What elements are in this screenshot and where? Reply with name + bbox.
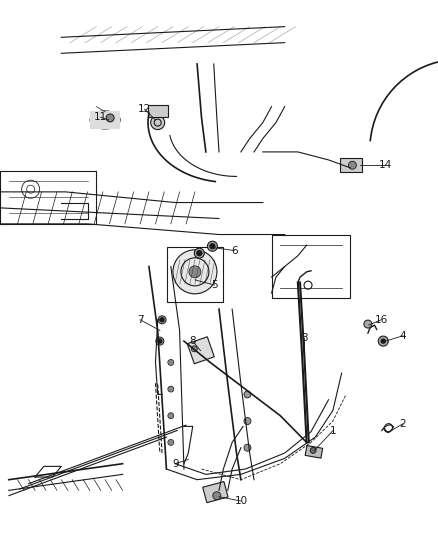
Text: 3: 3 xyxy=(301,334,308,343)
Polygon shape xyxy=(187,337,214,364)
Circle shape xyxy=(244,391,251,398)
Circle shape xyxy=(244,417,251,425)
Circle shape xyxy=(310,447,316,454)
Circle shape xyxy=(244,444,251,451)
Text: 6: 6 xyxy=(231,246,238,255)
Circle shape xyxy=(197,251,202,256)
Circle shape xyxy=(348,161,357,169)
Text: 5: 5 xyxy=(211,280,218,290)
Circle shape xyxy=(364,320,372,328)
Text: 11: 11 xyxy=(94,112,107,122)
Circle shape xyxy=(210,244,215,249)
Circle shape xyxy=(208,241,217,251)
Text: 12: 12 xyxy=(138,104,151,114)
Text: 8: 8 xyxy=(189,336,196,346)
Bar xyxy=(203,481,228,503)
Circle shape xyxy=(156,337,164,345)
Bar xyxy=(305,446,323,458)
Bar xyxy=(90,111,120,129)
Text: 1: 1 xyxy=(329,426,336,435)
Circle shape xyxy=(160,318,164,322)
Text: 9: 9 xyxy=(172,459,179,469)
Text: 14: 14 xyxy=(379,160,392,170)
Circle shape xyxy=(168,386,174,392)
Circle shape xyxy=(173,250,217,294)
Circle shape xyxy=(158,339,162,343)
Circle shape xyxy=(213,491,221,500)
Bar xyxy=(340,158,362,172)
Circle shape xyxy=(168,439,174,446)
Bar xyxy=(167,247,223,302)
Text: 16: 16 xyxy=(374,315,388,325)
Circle shape xyxy=(191,346,197,352)
Text: 10: 10 xyxy=(234,496,247,506)
Text: 4: 4 xyxy=(399,331,406,341)
Circle shape xyxy=(378,336,388,346)
Circle shape xyxy=(158,316,166,324)
Ellipse shape xyxy=(90,111,120,129)
Circle shape xyxy=(168,413,174,419)
Text: 2: 2 xyxy=(399,419,406,429)
Circle shape xyxy=(106,114,114,122)
Bar xyxy=(148,104,168,117)
Circle shape xyxy=(381,339,385,343)
Circle shape xyxy=(168,359,174,366)
Circle shape xyxy=(189,266,201,278)
Text: 7: 7 xyxy=(137,315,144,325)
Circle shape xyxy=(151,116,165,130)
Circle shape xyxy=(194,248,204,258)
